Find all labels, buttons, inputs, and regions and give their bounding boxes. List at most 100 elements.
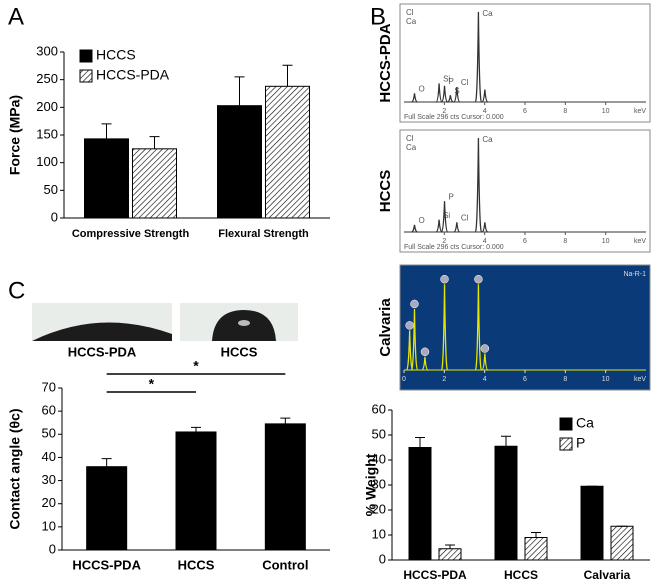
y-tick-label: 40 [42, 449, 56, 464]
peak-label: Cl [461, 213, 469, 222]
y-tick-label: 20 [372, 501, 386, 516]
y-tick-label: 250 [36, 71, 58, 86]
legend-label: HCCS [96, 47, 136, 63]
peak [481, 89, 489, 103]
spectrum-label: Calvaria [377, 298, 394, 357]
bar [494, 445, 518, 561]
y-tick-label: 20 [42, 495, 56, 510]
error-bar [149, 136, 160, 149]
error-bar [501, 435, 511, 447]
bar [610, 525, 634, 561]
x-tick-label: HCCS-PDA [72, 557, 141, 572]
peak [411, 93, 418, 103]
x-unit: keV [634, 376, 646, 383]
x-tick-label: 8 [563, 238, 567, 245]
peak [447, 95, 454, 103]
spectrum-footer: Na-R-1 [623, 271, 646, 278]
x-unit: keV [634, 108, 646, 115]
peak [435, 219, 443, 233]
peak [474, 284, 483, 371]
legend-swatch [559, 417, 573, 431]
x-tick-label: Compressive Strength [72, 228, 190, 240]
x-tick-label: HCCS-PDA [403, 568, 467, 582]
y-tick-label: 30 [42, 472, 56, 487]
y-tick-label: 100 [36, 154, 58, 169]
x-tick-label: 0 [402, 376, 406, 383]
y-tick-label: 50 [44, 182, 58, 197]
y-tick-label: 40 [372, 451, 386, 466]
peak [481, 222, 489, 233]
y-axis-label: Force (MPa) [7, 95, 23, 175]
peak-label: Ca [482, 9, 493, 18]
bar [408, 447, 432, 561]
y-tick-label: 0 [51, 209, 58, 224]
x-tick-label: Flexural Strength [218, 228, 309, 240]
peak-marker [410, 299, 419, 309]
peak [474, 11, 483, 103]
droplet-photo [32, 303, 172, 341]
y-tick-label: 0 [379, 551, 386, 566]
x-tick-label: 8 [563, 108, 567, 115]
y-tick-label: 10 [42, 518, 56, 533]
x-unit: keV [634, 238, 646, 245]
legend-swatch [79, 49, 93, 63]
x-tick-label: 8 [563, 376, 567, 383]
error-bar [101, 123, 112, 139]
y-tick-label: 60 [372, 401, 386, 416]
photo-caption: HCCS-PDA [68, 344, 137, 359]
y-tick-label: 60 [42, 403, 56, 418]
x-tick-label: Calvaria [584, 568, 631, 582]
peak [421, 356, 429, 371]
x-tick-label: 6 [523, 376, 527, 383]
peak-marker [440, 274, 449, 284]
y-axis-label: Contact angle (θc) [7, 408, 23, 529]
panel-label: B [370, 3, 386, 30]
corner-label: Ca [406, 17, 417, 26]
error-bar [280, 417, 291, 424]
x-tick-label: 10 [602, 108, 610, 115]
legend-label: P [576, 435, 585, 451]
peak [440, 201, 449, 233]
error-bar [415, 437, 425, 448]
spectrum-footer: Full Scale 296 cts Cursor: 0.000 [404, 114, 504, 121]
peak-marker [480, 344, 490, 353]
y-tick-label: 50 [372, 426, 386, 441]
peak [453, 222, 461, 233]
peak-label: P [449, 192, 454, 201]
peak [474, 137, 483, 233]
bar [265, 85, 310, 219]
peak [410, 308, 419, 371]
peak [435, 83, 443, 103]
legend-label: Ca [576, 415, 594, 431]
corner-label: Cl [406, 8, 414, 17]
peak-label: P [449, 77, 454, 86]
peak-marker [474, 274, 483, 284]
error-bar [531, 532, 541, 538]
x-tick-label: 2 [442, 108, 446, 115]
x-tick-label: 4 [483, 108, 487, 115]
bar [524, 537, 548, 561]
spectrum-label: HCCS-PDA [377, 23, 394, 102]
x-tick-label: Control [262, 557, 308, 572]
peak-label: O [418, 84, 424, 93]
x-tick-label: 4 [483, 376, 487, 383]
x-tick-label: HCCS [178, 557, 215, 572]
legend-label: HCCS-PDA [96, 67, 170, 83]
panel-label: A [8, 3, 24, 30]
bar [84, 138, 129, 219]
peak [440, 284, 449, 371]
corner-label: Ca [406, 143, 417, 152]
x-tick-label: HCCS [504, 568, 538, 582]
bar [264, 423, 306, 551]
y-tick-label: 200 [36, 99, 58, 114]
photo-caption: HCCS [221, 344, 258, 359]
significance-mark: * [193, 358, 199, 374]
x-tick-label: 6 [523, 238, 527, 245]
spectrum-footer: Full Scale 296 cts Cursor: 0.000 [404, 244, 504, 251]
peak [441, 85, 448, 103]
spectrum-label: HCCS [377, 170, 394, 213]
y-tick-label: 10 [372, 526, 386, 541]
y-axis-label: % Weight [363, 453, 379, 516]
legend-swatch [79, 69, 93, 83]
